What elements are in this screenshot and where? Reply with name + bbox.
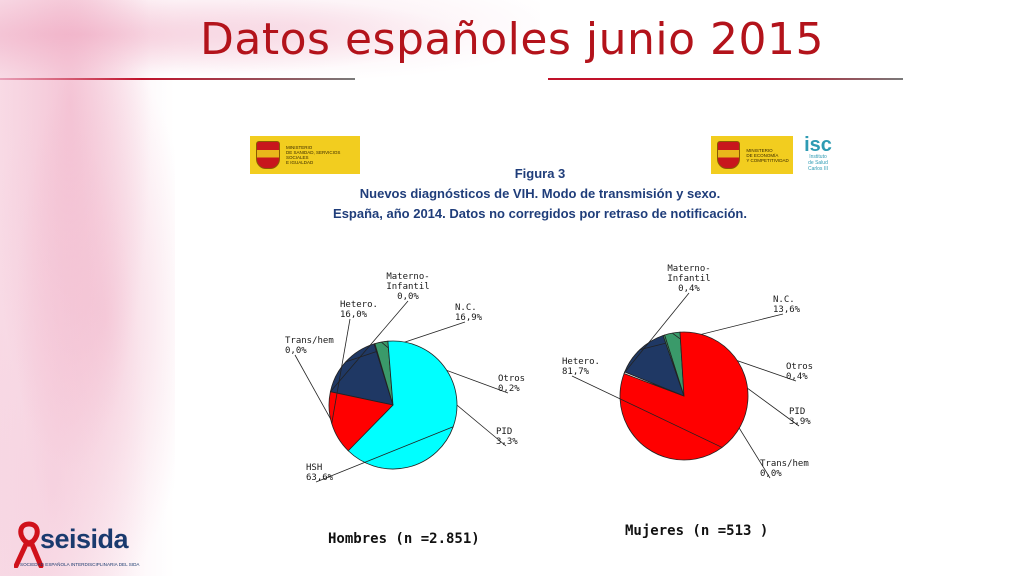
slice-label: Materno-Infantil 0,0% [386, 272, 429, 302]
spain-crest-icon [256, 141, 280, 169]
title-rule-left [0, 78, 355, 80]
seisida-wordmark: seisida [40, 524, 129, 554]
slice-label: Otros 0,2% [498, 374, 525, 394]
ministry-sanidad-logo: MINISTERIO DE SANIDAD, SERVICIOS SOCIALE… [250, 136, 360, 174]
label-leader-line [315, 426, 454, 483]
figure-title-line2: España, año 2014. Datos no corregidos po… [333, 206, 747, 221]
seisida-logo: seisida SOCIEDAD ESPAÑOLA INTERDISCIPLIN… [14, 520, 164, 570]
title-rule-right [548, 78, 903, 80]
label-leader-line [571, 375, 723, 448]
slice-label: Trans/hem 0,0% [760, 459, 809, 479]
slice-label: HSH 63,6% [306, 463, 334, 483]
isciii-mark: isc [804, 134, 832, 156]
spain-crest-icon [717, 141, 741, 169]
slice-label: Hetero. 81,7% [562, 357, 600, 377]
chart-caption-mujeres: Mujeres (n =513 ) [625, 523, 769, 539]
figure-title-line1: Nuevos diagnósticos de VIH. Modo de tran… [359, 186, 721, 201]
label-leader-line [331, 318, 351, 424]
isciii-text: Instituto de Salud Carlos III [807, 154, 828, 172]
chart-caption-hombres: Hombres (n =2.851) [328, 531, 480, 547]
label-leader-line [639, 313, 784, 350]
ministry-economia-logo: MINISTERIO DE ECONOMÍA Y COMPETITIVIDAD [711, 136, 793, 174]
slice-label: PID 3,9% [789, 407, 811, 427]
isciii-logo: isc Instituto de Salud Carlos III [798, 134, 838, 176]
slice-label: Otros 0,4% [786, 362, 813, 382]
watercolor-top [0, 0, 540, 86]
watercolor-background [0, 0, 175, 576]
ministry-economia-text: MINISTERIO DE ECONOMÍA Y COMPETITIVIDAD [746, 147, 789, 163]
label-leader-line [330, 300, 409, 392]
slide-title: Datos españoles junio 2015 [200, 14, 824, 65]
slice-label: Materno-Infantil 0,4% [667, 264, 710, 294]
label-leader-line [624, 292, 690, 374]
ministry-sanidad-text: MINISTERIO DE SANIDAD, SERVICIOS SOCIALE… [286, 145, 341, 165]
slice-label: PID 3,3% [496, 427, 518, 447]
slice-label: Trans/hem 0,0% [285, 336, 334, 356]
slice-label: Hetero. 16,0% [340, 300, 378, 320]
slice-label: N.C. 16,9% [455, 303, 483, 323]
figure-number: Figura 3 [514, 166, 566, 181]
seisida-subtitle: SOCIEDAD ESPAÑOLA INTERDISCIPLINARIA DEL… [20, 562, 140, 567]
red-ribbon-icon [14, 521, 44, 568]
slice-label: N.C. 13,6% [773, 295, 801, 315]
